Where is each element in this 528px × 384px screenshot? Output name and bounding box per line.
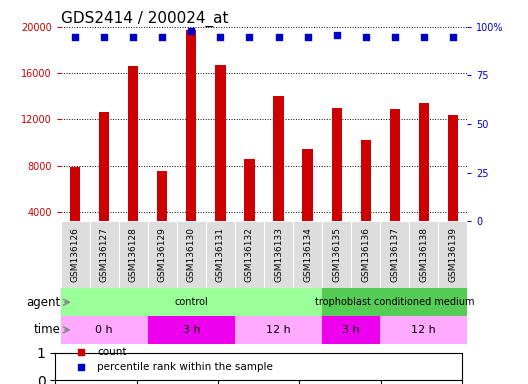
Text: 3 h: 3 h [183, 325, 200, 335]
Point [391, 33, 399, 40]
Text: GSM136126: GSM136126 [71, 227, 80, 282]
Text: GSM136139: GSM136139 [448, 227, 457, 282]
Bar [70, 167, 80, 258]
Point [420, 33, 428, 40]
Text: trophoblast conditioned medium: trophoblast conditioned medium [315, 297, 475, 307]
Text: 12 h: 12 h [266, 325, 291, 335]
Text: agent: agent [26, 296, 61, 309]
Bar [119, 221, 148, 288]
Bar [244, 159, 254, 258]
Bar [177, 221, 206, 288]
Bar [148, 316, 235, 344]
Bar [274, 96, 284, 258]
Text: GDS2414 / 200024_at: GDS2414 / 200024_at [61, 11, 228, 27]
Bar [409, 221, 438, 288]
Bar [128, 66, 138, 258]
Point [245, 33, 254, 40]
Bar [61, 288, 322, 316]
Point [77, 364, 86, 371]
Text: GSM136132: GSM136132 [245, 227, 254, 282]
Text: GSM136130: GSM136130 [187, 227, 196, 282]
Bar [264, 221, 293, 288]
Bar [90, 221, 119, 288]
Bar [61, 316, 148, 344]
Bar [322, 221, 351, 288]
Text: GSM136137: GSM136137 [390, 227, 399, 282]
Text: 12 h: 12 h [411, 325, 436, 335]
Bar [157, 171, 167, 258]
Bar [206, 221, 235, 288]
Text: GSM136133: GSM136133 [274, 227, 283, 282]
Bar [61, 221, 90, 288]
Bar [99, 113, 109, 258]
Text: GSM136131: GSM136131 [216, 227, 225, 282]
Bar [438, 221, 467, 288]
Point [187, 28, 196, 34]
Point [216, 33, 225, 40]
Bar [148, 221, 177, 288]
Point [129, 33, 138, 40]
Bar [380, 221, 409, 288]
Point [275, 33, 283, 40]
Text: count: count [97, 347, 127, 357]
Text: GSM136128: GSM136128 [129, 227, 138, 282]
Bar [332, 108, 342, 258]
Point [303, 33, 312, 40]
Bar [390, 109, 400, 258]
Point [77, 349, 86, 355]
Bar [322, 316, 380, 344]
Bar [186, 30, 196, 258]
Bar [361, 140, 371, 258]
Text: GSM136127: GSM136127 [100, 227, 109, 282]
Bar [215, 65, 225, 258]
Text: GSM136135: GSM136135 [332, 227, 341, 282]
Bar [235, 221, 264, 288]
Text: GSM136138: GSM136138 [419, 227, 428, 282]
Bar [448, 115, 458, 258]
Text: GSM136134: GSM136134 [303, 227, 312, 282]
Text: GSM136129: GSM136129 [158, 227, 167, 282]
Text: GSM136136: GSM136136 [361, 227, 370, 282]
Point [449, 33, 457, 40]
Point [100, 33, 109, 40]
Bar [351, 221, 380, 288]
Text: 3 h: 3 h [342, 325, 360, 335]
Text: 0 h: 0 h [96, 325, 113, 335]
Text: percentile rank within the sample: percentile rank within the sample [97, 362, 273, 372]
Point [333, 31, 341, 38]
Bar [419, 103, 429, 258]
Text: control: control [175, 297, 208, 307]
Point [71, 33, 80, 40]
Bar [303, 149, 313, 258]
Text: time: time [34, 323, 61, 336]
Bar [235, 316, 322, 344]
Bar [322, 288, 467, 316]
Bar [293, 221, 322, 288]
Point [361, 33, 370, 40]
Bar [380, 316, 467, 344]
Point [158, 33, 167, 40]
